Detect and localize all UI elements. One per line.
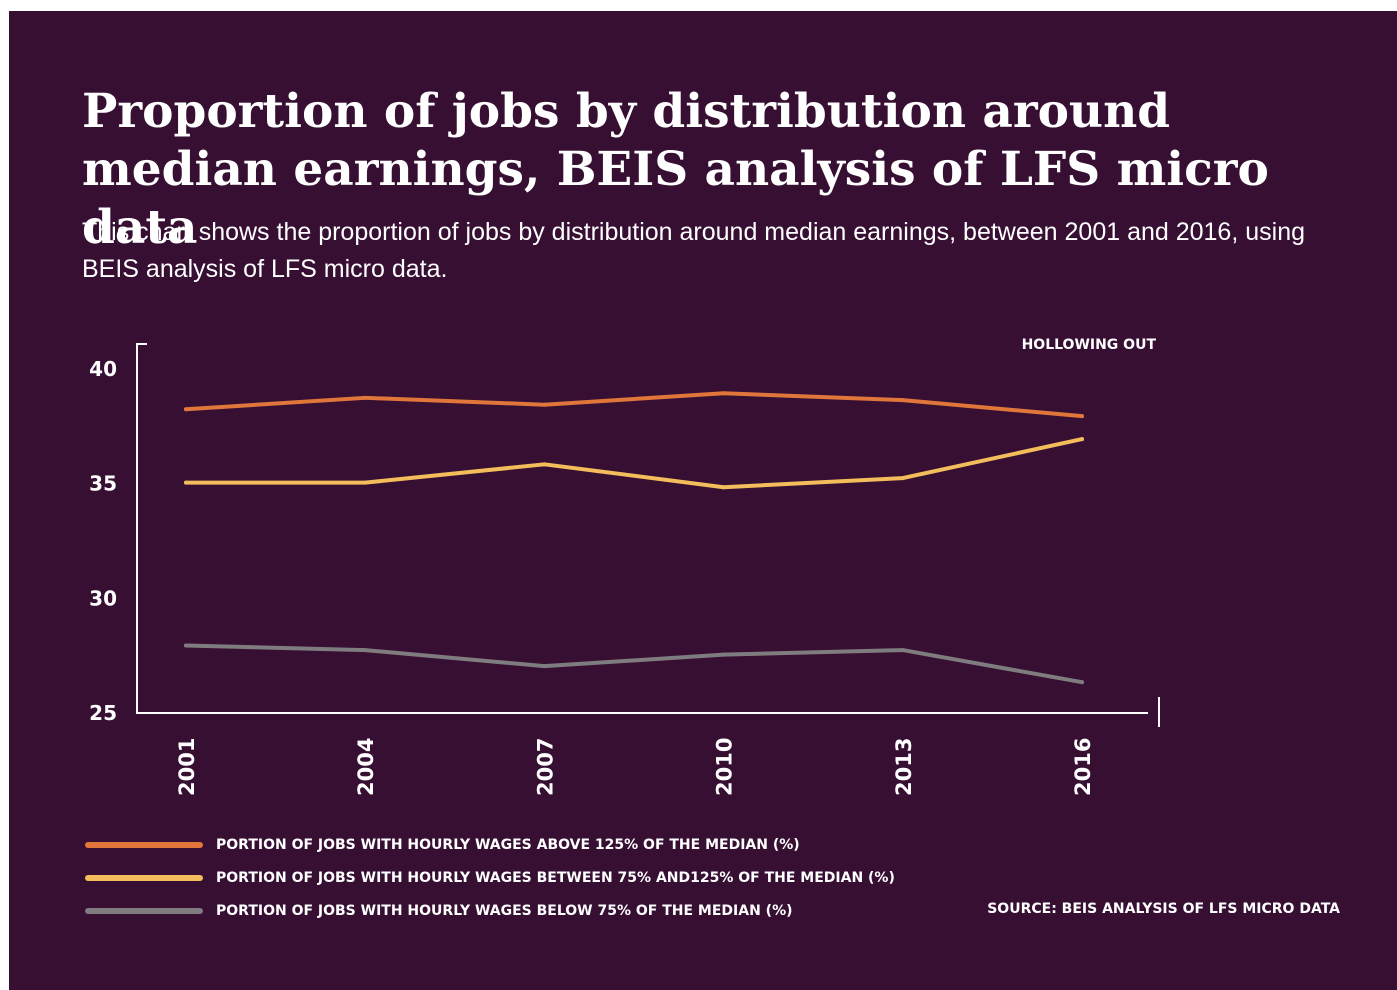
legend-swatch [85, 842, 203, 848]
data-point [363, 395, 368, 400]
data-point [721, 652, 726, 657]
legend-label: PORTION OF JOBS WITH HOURLY WAGES BELOW … [216, 903, 793, 919]
x-tick-label: 2001 [175, 738, 199, 796]
chart-card: Proportion of jobs by distribution aroun… [9, 11, 1397, 990]
data-point [363, 648, 368, 653]
legend-item: PORTION OF JOBS WITH HOURLY WAGES BETWEE… [85, 866, 985, 890]
chart-subtitle: This chart shows the proportion of jobs … [82, 218, 1305, 283]
y-tick-label: 25 [89, 701, 117, 725]
y-tick-label: 35 [89, 472, 117, 496]
y-tick-label: 40 [89, 357, 117, 381]
chart-title: Proportion of jobs by distribution aroun… [82, 84, 1269, 255]
x-tick-label: 2007 [533, 738, 557, 796]
chart-series [184, 391, 1084, 685]
legend-item: PORTION OF JOBS WITH HOURLY WAGES ABOVE … [85, 833, 985, 857]
data-point [184, 480, 188, 485]
data-point [900, 476, 905, 481]
data-point [1080, 414, 1084, 419]
legend-item: PORTION OF JOBS WITH HOURLY WAGES BELOW … [85, 899, 985, 923]
data-point [900, 398, 905, 403]
x-tick-label: 2016 [1071, 738, 1095, 796]
data-point [542, 664, 547, 669]
series-line-2 [184, 437, 1084, 490]
hollowing-out-annotation: HOLLOWING OUT [1022, 337, 1157, 353]
line-chart: 25 30 35 40 2001 2004 2007 2010 2013 2016 HOLLOW… [89, 337, 1160, 796]
source-note: SOURCE: BEIS ANALYSIS OF LFS MICRO DATA [987, 901, 1340, 917]
x-tick-label: 2004 [354, 738, 378, 796]
data-point [184, 407, 188, 412]
legend-label: PORTION OF JOBS WITH HOURLY WAGES ABOVE … [216, 837, 800, 853]
chart-axes [136, 343, 1160, 727]
data-point [721, 485, 726, 490]
data-point [542, 402, 547, 407]
x-tick-label: 2013 [892, 738, 916, 796]
x-axis-ticks: 2001 2004 2007 2010 2013 2016 [175, 738, 1095, 796]
series-line-1 [184, 391, 1084, 419]
legend-label: PORTION OF JOBS WITH HOURLY WAGES BETWEE… [216, 870, 895, 886]
data-point [1080, 680, 1084, 685]
data-point [1080, 437, 1084, 442]
axis-lines [136, 343, 1148, 714]
legend-swatch [85, 908, 203, 914]
y-tick-label: 30 [89, 586, 117, 610]
x-tick-label: 2010 [713, 738, 737, 796]
data-point [542, 462, 547, 467]
data-point [721, 391, 726, 396]
data-point [363, 480, 368, 485]
series-line-3 [184, 643, 1084, 685]
data-point [900, 648, 905, 653]
legend-swatch [85, 875, 203, 881]
y-axis-ticks: 25 30 35 40 [89, 357, 117, 725]
data-point [184, 643, 188, 648]
